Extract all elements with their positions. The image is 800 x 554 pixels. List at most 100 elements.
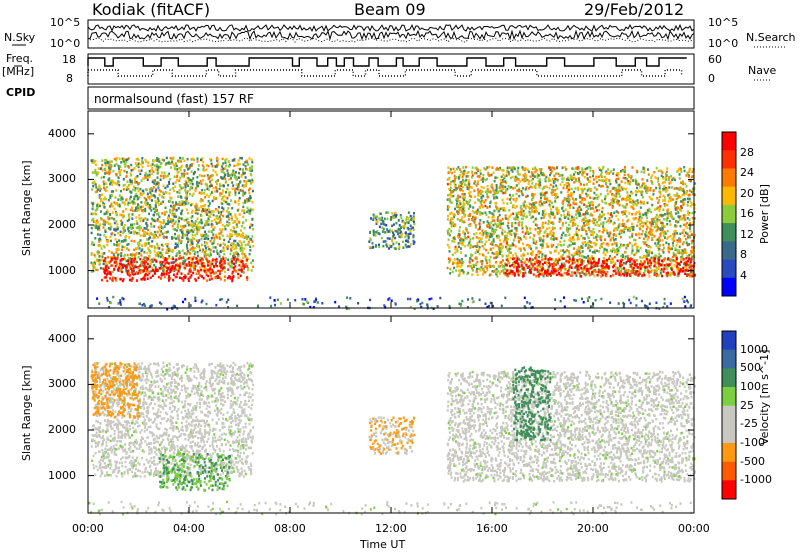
heatmap-cell	[164, 276, 166, 279]
heatmap-cell	[369, 231, 371, 234]
heatmap-cell	[609, 217, 611, 220]
heatmap-cell	[93, 181, 95, 184]
heatmap-cell	[645, 255, 647, 258]
heatmap-cell	[153, 170, 155, 173]
heatmap-cell	[201, 183, 203, 186]
heatmap-cell	[585, 230, 587, 233]
heatmap-cell	[103, 263, 105, 266]
heatmap-cell	[458, 242, 460, 245]
heatmap-cell	[209, 158, 211, 161]
heatmap-cell	[238, 172, 240, 175]
heatmap-cell	[180, 196, 182, 199]
heatmap-cell	[479, 169, 481, 172]
heatmap-cell	[234, 265, 236, 268]
heatmap-cell	[188, 167, 190, 170]
heatmap-cell	[223, 253, 225, 256]
heatmap-cell	[223, 246, 225, 249]
heatmap-cell	[120, 190, 122, 193]
heatmap-cell	[538, 271, 540, 274]
heatmap-cell	[141, 157, 143, 160]
heatmap-cell	[151, 245, 153, 248]
heatmap-cell	[488, 216, 490, 219]
heatmap-cell	[175, 181, 177, 184]
heatmap-cell	[563, 244, 565, 247]
heatmap-cell	[654, 176, 656, 179]
heatmap-cell	[109, 168, 111, 171]
heatmap-cell	[207, 275, 209, 278]
heatmap-cell	[586, 233, 588, 236]
heatmap-cell	[370, 217, 372, 220]
heatmap-cell	[129, 198, 131, 201]
heatmap-cell	[115, 279, 117, 282]
heatmap-cell	[645, 212, 647, 215]
heatmap-cell	[390, 246, 392, 249]
heatmap-cell	[601, 172, 603, 175]
heatmap-cell	[216, 217, 218, 220]
heatmap-cell	[120, 161, 122, 164]
heatmap-cell	[592, 228, 594, 231]
heatmap-cell	[602, 207, 604, 210]
heatmap-cell	[154, 259, 156, 262]
heatmap-cell	[222, 215, 224, 218]
heatmap-cell	[487, 265, 489, 268]
heatmap-cell	[632, 204, 634, 207]
heatmap-cell	[181, 210, 183, 213]
heatmap-cell	[673, 236, 675, 239]
heatmap-cell	[643, 238, 645, 241]
heatmap-cell	[372, 219, 374, 222]
heatmap-cell	[187, 238, 189, 241]
heatmap-cell	[243, 247, 245, 250]
heatmap-cell	[642, 225, 644, 228]
heatmap-cell	[535, 201, 537, 204]
heatmap-cell	[470, 195, 472, 198]
heatmap-cell	[209, 180, 211, 183]
heatmap-cell	[566, 187, 568, 190]
heatmap-cell	[189, 193, 191, 196]
heatmap-cell	[392, 243, 394, 246]
heatmap-cell	[192, 226, 194, 229]
heatmap-cell	[574, 171, 576, 174]
heatmap-cell	[216, 183, 218, 186]
heatmap-cell	[98, 259, 100, 262]
heatmap-cell	[543, 187, 545, 190]
heatmap-cell	[466, 237, 468, 240]
heatmap-cell	[574, 234, 576, 237]
heatmap-cell	[224, 279, 226, 282]
heatmap-cell	[243, 212, 245, 215]
heatmap-cell	[249, 210, 251, 213]
heatmap-cell	[678, 249, 680, 252]
heatmap-cell	[227, 259, 229, 262]
heatmap-cell	[242, 257, 244, 260]
heatmap-cell	[227, 172, 229, 175]
heatmap-cell	[554, 189, 556, 192]
heatmap-cell	[454, 208, 456, 211]
heatmap-cell	[668, 179, 670, 182]
heatmap-cell	[493, 171, 495, 174]
heatmap-cell	[207, 235, 209, 238]
heatmap-cell	[503, 202, 505, 205]
heatmap-cell	[149, 259, 151, 262]
heatmap-cell	[149, 174, 151, 177]
heatmap-cell	[467, 188, 469, 191]
heatmap-cell	[609, 255, 611, 258]
heatmap-cell	[246, 279, 248, 282]
heatmap-cell	[236, 183, 238, 186]
heatmap-cell	[571, 188, 573, 191]
heatmap-cell	[450, 230, 452, 233]
heatmap-cell	[222, 177, 224, 180]
heatmap-cell	[132, 189, 134, 192]
heatmap-cell	[152, 219, 154, 222]
heatmap-cell	[642, 196, 644, 199]
heatmap-cell	[140, 234, 142, 237]
heatmap-cell	[205, 247, 207, 250]
heatmap-cell	[683, 224, 685, 227]
heatmap-cell	[151, 240, 153, 243]
heatmap-cell	[166, 273, 168, 276]
heatmap-cell	[602, 225, 604, 228]
heatmap-cell	[462, 211, 464, 214]
heatmap-cell	[663, 188, 665, 191]
heatmap-cell	[179, 189, 181, 192]
heatmap-cell	[116, 163, 118, 166]
heatmap-cell	[502, 188, 504, 191]
heatmap-cell	[587, 212, 589, 215]
